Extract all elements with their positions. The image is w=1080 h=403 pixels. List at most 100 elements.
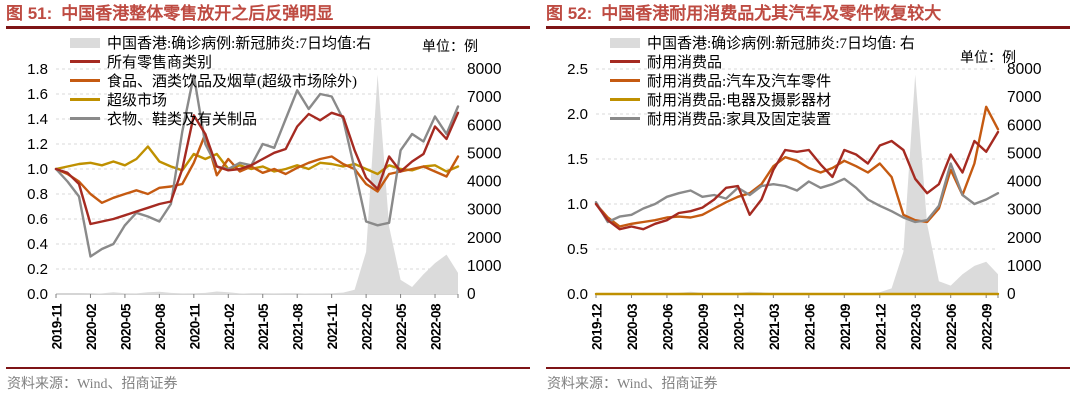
figure-51: 图 51: 中国香港整体零售放开之后反弹明显 1.8 1.6 1.4 1.2 1.0 0.8… bbox=[6, 3, 530, 392]
legend-item: 耐用消费品 bbox=[610, 52, 915, 71]
gold-line-swatch bbox=[610, 97, 640, 102]
orange-line-swatch bbox=[70, 78, 100, 83]
title-rule bbox=[546, 26, 1070, 29]
svg-text:0.6: 0.6 bbox=[27, 211, 48, 228]
svg-text:0.5: 0.5 bbox=[567, 241, 588, 258]
legend-51: 中国香港:确诊病例:新冠肺炎:7日均值:右 所有零售商类别 食品、酒类饮品及烟草… bbox=[70, 33, 371, 128]
legend-label: 耐用消费品:汽车及汽车零件 bbox=[647, 74, 832, 90]
svg-text:2020-06: 2020-06 bbox=[660, 303, 675, 350]
svg-text:3000: 3000 bbox=[1007, 202, 1042, 219]
source-divider bbox=[546, 367, 1070, 369]
svg-text:2020-12: 2020-12 bbox=[731, 304, 746, 350]
svg-text:2021-03: 2021-03 bbox=[767, 303, 782, 350]
red-line-swatch bbox=[610, 59, 640, 64]
legend-label: 耐用消费品 bbox=[647, 55, 723, 71]
svg-text:1.6: 1.6 bbox=[27, 86, 48, 103]
svg-text:8000: 8000 bbox=[467, 61, 502, 78]
svg-text:2021-12: 2021-12 bbox=[873, 304, 888, 350]
svg-text:2.5: 2.5 bbox=[567, 61, 588, 78]
svg-text:5000: 5000 bbox=[1007, 145, 1042, 162]
svg-text:2021-02: 2021-02 bbox=[222, 304, 237, 350]
svg-text:2.0: 2.0 bbox=[567, 106, 588, 123]
legend-item: 耐用消费品:家具及固定装置 bbox=[610, 109, 915, 128]
svg-text:2022-05: 2022-05 bbox=[394, 303, 409, 350]
line-chart-51: 1.8 1.6 1.4 1.2 1.0 0.8 0.6 0.4 0.2 0.0 8000 7000 60… bbox=[27, 61, 502, 350]
svg-text:0.8: 0.8 bbox=[27, 186, 48, 203]
figure-51-title: 图 51: 中国香港整体零售放开之后反弹明显 bbox=[6, 3, 530, 25]
svg-text:0.0: 0.0 bbox=[567, 286, 588, 303]
svg-text:2019-12: 2019-12 bbox=[590, 304, 605, 350]
svg-text:8000: 8000 bbox=[1007, 61, 1042, 78]
svg-text:7000: 7000 bbox=[467, 89, 502, 106]
svg-text:2022-03: 2022-03 bbox=[909, 303, 924, 350]
legend-label: 所有零售商类别 bbox=[107, 55, 213, 71]
legend-label: 耐用消费品:电器及摄影器材 bbox=[647, 93, 832, 109]
svg-text:2022-06: 2022-06 bbox=[944, 303, 959, 350]
svg-text:6000: 6000 bbox=[1007, 117, 1042, 134]
gold-line-swatch bbox=[70, 97, 100, 102]
source-divider bbox=[6, 367, 530, 369]
red-line-swatch bbox=[70, 59, 100, 64]
svg-text:1.5: 1.5 bbox=[567, 151, 588, 168]
svg-text:1.2: 1.2 bbox=[27, 136, 48, 153]
svg-text:4000: 4000 bbox=[467, 174, 502, 191]
source-note: 资料来源：Wind、招商证券 bbox=[547, 377, 718, 392]
svg-text:2020-09: 2020-09 bbox=[696, 304, 711, 350]
chart-area-51: 1.8 1.6 1.4 1.2 1.0 0.8 0.6 0.4 0.2 0.0 8000 7000 60… bbox=[6, 29, 530, 367]
svg-text:2021-11: 2021-11 bbox=[325, 303, 340, 349]
svg-text:1000: 1000 bbox=[467, 258, 502, 275]
svg-text:7000: 7000 bbox=[1007, 89, 1042, 106]
svg-text:4000: 4000 bbox=[1007, 174, 1042, 191]
legend-item: 耐用消费品:汽车及汽车零件 bbox=[610, 71, 915, 90]
svg-text:0: 0 bbox=[467, 286, 476, 303]
svg-text:5000: 5000 bbox=[467, 145, 502, 162]
source-note: 资料来源：Wind、招商证券 bbox=[7, 377, 178, 392]
svg-text:1.0: 1.0 bbox=[567, 196, 588, 213]
legend-item: 中国香港:确诊病例:新冠肺炎:7日均值: 右 bbox=[610, 33, 915, 52]
orange-line-swatch bbox=[610, 78, 640, 83]
legend-label: 超级市场 bbox=[107, 93, 168, 109]
figure-52-number: 图 52: bbox=[546, 4, 593, 23]
line-chart-52: 2.5 2.0 1.5 1.0 0.5 0.0 8000 7000 6000 5000 4000 30… bbox=[567, 61, 1042, 350]
legend-item: 衣物、鞋类及有关制品 bbox=[70, 109, 371, 128]
covid-area-swatch bbox=[70, 37, 100, 48]
svg-text:2000: 2000 bbox=[467, 230, 502, 247]
gray-line-swatch bbox=[70, 116, 100, 121]
legend-item: 所有零售商类别 bbox=[70, 52, 371, 71]
svg-text:2020-02: 2020-02 bbox=[84, 304, 99, 350]
unit-label: 单位：例 bbox=[960, 51, 1016, 66]
svg-text:2019-11: 2019-11 bbox=[50, 303, 65, 349]
legend-label: 食品、酒类饮品及烟草(超级市场除外) bbox=[107, 74, 357, 90]
covid-area-swatch bbox=[610, 37, 640, 48]
chart-area-52: 2.5 2.0 1.5 1.0 0.5 0.0 8000 7000 6000 5000 4000 30… bbox=[546, 29, 1070, 367]
legend-item: 中国香港:确诊病例:新冠肺炎:7日均值:右 bbox=[70, 33, 371, 52]
svg-text:2020-03: 2020-03 bbox=[625, 303, 640, 350]
svg-text:2021-09: 2021-09 bbox=[838, 304, 853, 350]
figure-51-number: 图 51: bbox=[6, 4, 53, 23]
figure-52-title: 图 52: 中国香港耐用消费品尤其汽车及零件恢复较大 bbox=[546, 3, 1070, 25]
svg-text:2022-09: 2022-09 bbox=[980, 304, 995, 350]
svg-text:0: 0 bbox=[1007, 286, 1016, 303]
legend-label: 衣物、鞋类及有关制品 bbox=[107, 112, 258, 128]
gray-line-swatch bbox=[610, 116, 640, 121]
legend-item: 超级市场 bbox=[70, 90, 371, 109]
unit-label: 单位：例 bbox=[422, 40, 478, 55]
legend-item: 耐用消费品:电器及摄影器材 bbox=[610, 90, 915, 109]
svg-text:1.4: 1.4 bbox=[27, 111, 48, 128]
svg-text:1.0: 1.0 bbox=[27, 161, 48, 178]
legend-label: 耐用消费品:家具及固定装置 bbox=[647, 112, 832, 128]
svg-text:3000: 3000 bbox=[467, 202, 502, 219]
svg-text:2021-05: 2021-05 bbox=[256, 303, 271, 350]
svg-text:1000: 1000 bbox=[1007, 258, 1042, 275]
legend-label: 中国香港:确诊病例:新冠肺炎:7日均值: 右 bbox=[647, 36, 915, 52]
svg-text:2022-08: 2022-08 bbox=[429, 303, 444, 350]
title-rule bbox=[6, 26, 530, 29]
svg-text:0.0: 0.0 bbox=[27, 286, 48, 303]
svg-text:2020-05: 2020-05 bbox=[118, 303, 133, 350]
svg-text:6000: 6000 bbox=[467, 117, 502, 134]
svg-text:2021-06: 2021-06 bbox=[802, 303, 817, 350]
legend-label: 中国香港:确诊病例:新冠肺炎:7日均值:右 bbox=[107, 36, 372, 52]
svg-text:2022-02: 2022-02 bbox=[360, 304, 375, 350]
svg-text:2021-08: 2021-08 bbox=[291, 303, 306, 350]
